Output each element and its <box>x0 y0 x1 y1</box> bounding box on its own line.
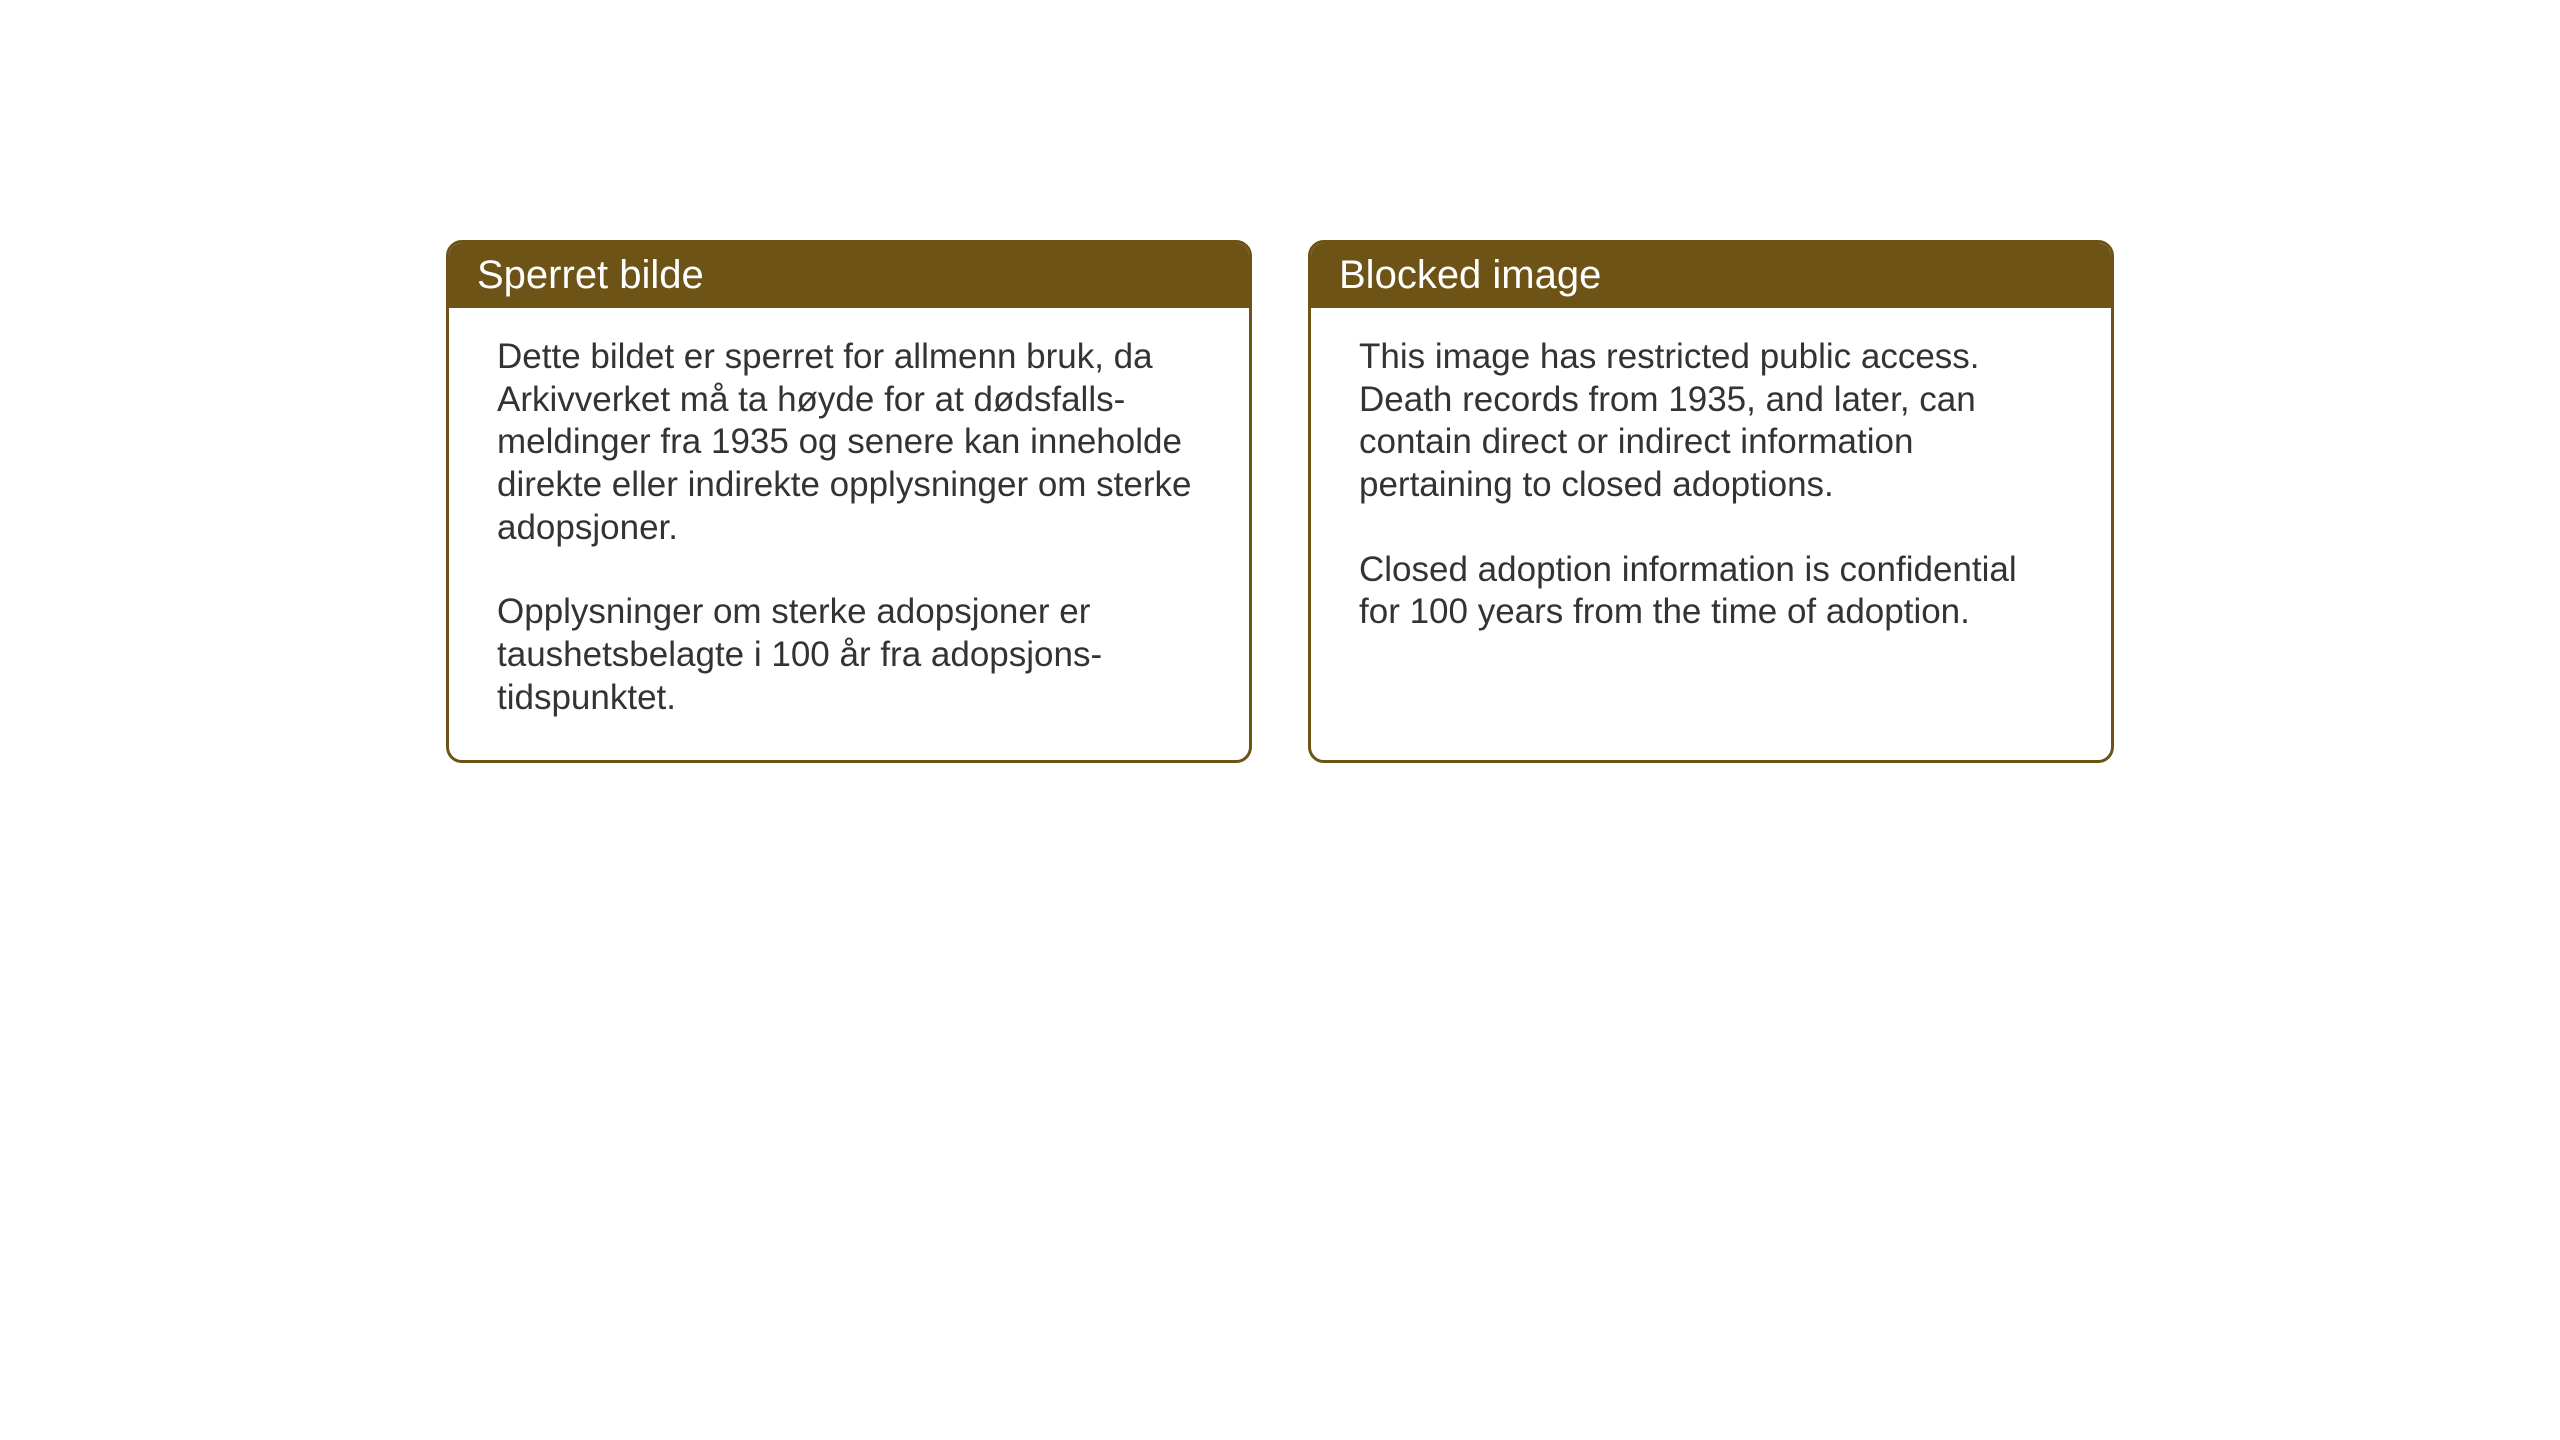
card-paragraph: Closed adoption information is confident… <box>1359 549 2063 634</box>
card-header-english: Blocked image <box>1311 243 2111 308</box>
card-paragraph: This image has restricted public access.… <box>1359 336 2063 507</box>
cards-container: Sperret bilde Dette bildet er sperret fo… <box>446 240 2114 763</box>
card-paragraph: Opplysninger om sterke adopsjoner er tau… <box>497 591 1201 719</box>
card-body-norwegian: Dette bildet er sperret for allmenn bruk… <box>449 308 1249 760</box>
card-english: Blocked image This image has restricted … <box>1308 240 2114 763</box>
card-paragraph: Dette bildet er sperret for allmenn bruk… <box>497 336 1201 549</box>
card-header-norwegian: Sperret bilde <box>449 243 1249 308</box>
card-body-english: This image has restricted public access.… <box>1311 308 2111 728</box>
card-norwegian: Sperret bilde Dette bildet er sperret fo… <box>446 240 1252 763</box>
